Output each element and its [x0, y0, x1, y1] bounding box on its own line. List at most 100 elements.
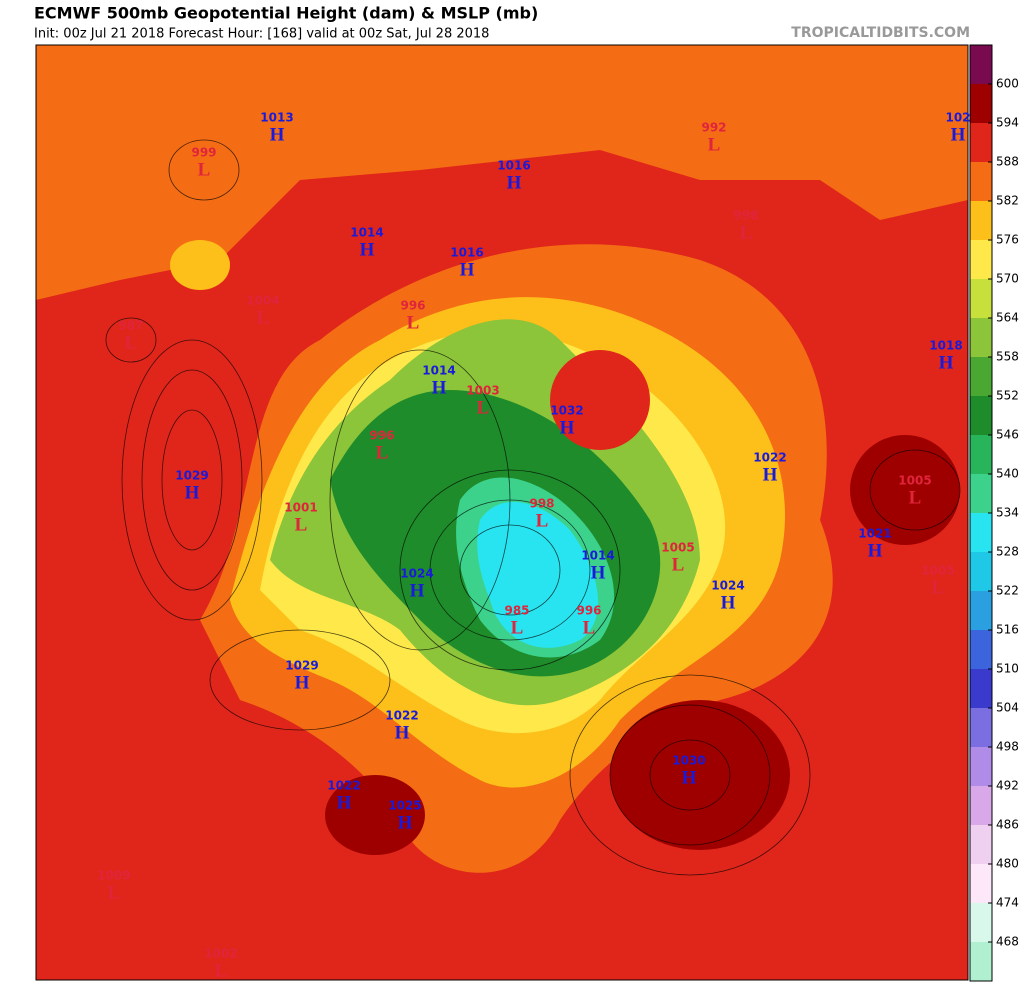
colorbar-label: 480 [996, 857, 1019, 871]
pressure-letter: L [407, 312, 420, 333]
pressure-value: 1024 [711, 579, 744, 593]
colorbar-swatch [970, 162, 992, 201]
pressure-value: 1005 [921, 564, 954, 578]
pressure-value: 1029 [285, 659, 318, 673]
pressure-letter: H [460, 259, 475, 280]
pressure-letter: L [740, 222, 753, 243]
pressure-value: 996 [576, 604, 601, 618]
pressure-value: 1002 [204, 947, 237, 961]
colorbar-swatch [970, 201, 992, 240]
colorbar-label: 516 [996, 623, 1019, 637]
colorbar-swatch [970, 240, 992, 279]
colorbar-swatch [970, 786, 992, 825]
region [170, 240, 230, 290]
pressure-value: 1022 [327, 779, 360, 793]
pressure-letter: L [909, 487, 922, 508]
pressure-value: 1030 [672, 754, 705, 768]
colorbar-label: 564 [996, 311, 1019, 325]
colorbar-swatch [970, 435, 992, 474]
colorbar-label: 474 [996, 896, 1019, 910]
colorbar-label: 498 [996, 740, 1019, 754]
colorbar-swatch [970, 591, 992, 630]
colorbar-swatch [970, 552, 992, 591]
pressure-letter: L [215, 960, 228, 981]
colorbar-swatch [970, 513, 992, 552]
colorbar-swatch [970, 45, 992, 84]
pressure-letter: H [507, 172, 522, 193]
pressure-value: 987 [118, 319, 143, 333]
pressure-letter: H [560, 417, 575, 438]
pressure-value: 999 [191, 146, 216, 160]
colorbar-label: 558 [996, 350, 1019, 364]
pressure-value: 1014 [581, 549, 614, 563]
isobars [105, 139, 961, 876]
map [35, 44, 969, 981]
colorbar-swatch [970, 630, 992, 669]
pressure-letter: H [721, 592, 736, 613]
pressure-letter: H [432, 377, 447, 398]
colorbar-label: 534 [996, 506, 1019, 520]
pressure-value: 998 [529, 497, 554, 511]
pressure-letter: H [868, 540, 883, 561]
pressure-letter: H [682, 767, 697, 788]
colorbar-label: 552 [996, 389, 1019, 403]
colorbar-swatch [970, 942, 992, 981]
pressure-value: 992 [701, 121, 726, 135]
pressure-letter: L [672, 554, 685, 575]
colorbar-frame [969, 44, 993, 982]
region [325, 775, 425, 855]
region [550, 350, 650, 450]
pressure-letter: L [108, 882, 121, 903]
colorbar-label: 510 [996, 662, 1019, 676]
pressure-value: 998 [733, 209, 758, 223]
pressure-value: 996 [400, 299, 425, 313]
colorbar-swatch [970, 123, 992, 162]
pressure-letter: H [395, 722, 410, 743]
region [275, 195, 385, 285]
pressure-value: 1005 [898, 474, 931, 488]
pressure-letter: H [410, 580, 425, 601]
pressure-value: 1001 [284, 501, 317, 515]
pressure-letter: L [198, 159, 211, 180]
colorbar-label: 492 [996, 779, 1019, 793]
colorbar-swatch [970, 825, 992, 864]
colorbar-swatch [970, 279, 992, 318]
pressure-value: 1022 [753, 451, 786, 465]
pressure-value: 102 [945, 111, 970, 125]
pressure-letter: H [398, 812, 413, 833]
pressure-value: 996 [369, 429, 394, 443]
colorbar-swatch [970, 864, 992, 903]
pressure-letter: L [376, 442, 389, 463]
pressure-value: 1029 [175, 469, 208, 483]
colorbar-swatch [970, 396, 992, 435]
pressure-value: 1018 [929, 339, 962, 353]
subtitle: Init: 00z Jul 21 2018 Forecast Hour: [16… [34, 27, 489, 42]
pressure-letter: H [591, 562, 606, 583]
pressure-letter: L [511, 617, 524, 638]
pressure-value: 1009 [97, 869, 130, 883]
title: ECMWF 500mb Geopotential Height (dam) & … [34, 4, 538, 23]
region [477, 501, 599, 648]
pressure-letter: H [951, 124, 966, 145]
pressure-value: 1014 [422, 364, 455, 378]
colorbar-label: 468 [996, 935, 1019, 949]
colorbar-swatch [970, 903, 992, 942]
colorbar-label: 486 [996, 818, 1019, 832]
colorbar-label: 588 [996, 155, 1019, 169]
pressure-value: 1005 [661, 541, 694, 555]
pressure-letter: L [932, 577, 945, 598]
pressure-value: 1004 [246, 294, 279, 308]
pressure-letter: L [257, 307, 270, 328]
pressure-value: 1032 [550, 404, 583, 418]
pressure-letter: H [337, 792, 352, 813]
pressure-letter: L [536, 510, 549, 531]
pressure-letter: H [270, 124, 285, 145]
pressure-value: 1021 [858, 527, 891, 541]
region [36, 45, 968, 300]
region [610, 700, 790, 850]
region [850, 435, 960, 545]
pressure-letter: H [763, 464, 778, 485]
colorbar-label: 576 [996, 233, 1019, 247]
colorbar-swatch [970, 474, 992, 513]
colorbar-swatch [970, 84, 992, 123]
